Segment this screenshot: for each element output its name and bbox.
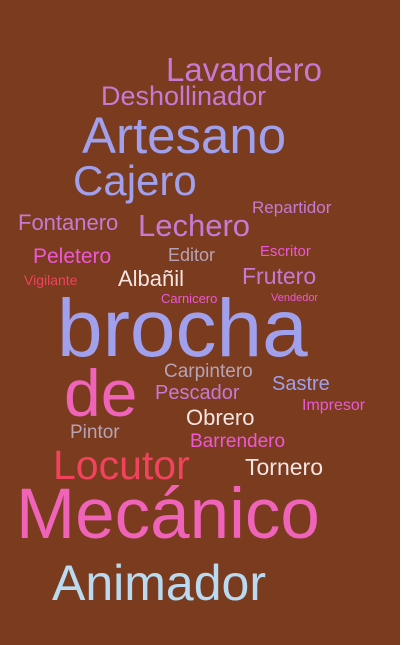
word-pescador: Pescador xyxy=(155,382,240,404)
word-sastre: Sastre xyxy=(272,373,330,395)
word-albanil: Albañil xyxy=(118,266,185,291)
word-cajero: Cajero xyxy=(73,157,197,204)
word-fontanero: Fontanero xyxy=(18,210,119,235)
word-obrero: Obrero xyxy=(186,405,255,430)
word-peletero: Peletero xyxy=(33,245,112,268)
word-barrendero: Barrendero xyxy=(190,431,286,452)
word-mecanico: Mecánico xyxy=(16,475,320,554)
word-carpintero: Carpintero xyxy=(164,361,253,382)
word-tornero: Tornero xyxy=(245,454,323,480)
word-brocha: brocha xyxy=(57,283,308,374)
word-carnicero: Carnicero xyxy=(161,291,218,306)
word-vendedor: Vendedor xyxy=(271,292,319,304)
word-repartidor: Repartidor xyxy=(252,198,332,217)
word-deshollinador: Deshollinador xyxy=(101,81,267,111)
word-pintor: Pintor xyxy=(70,422,120,443)
word-de: de xyxy=(64,356,138,430)
word-artesano: Artesano xyxy=(82,107,287,164)
word-lechero: Lechero xyxy=(138,208,251,243)
word-animador: Animador xyxy=(52,555,266,611)
word-editor: Editor xyxy=(168,245,216,265)
word-escritor: Escritor xyxy=(260,243,311,260)
word-locutor: Locutor xyxy=(53,442,190,488)
word-impresor: Impresor xyxy=(302,397,366,414)
word-vigilante: Vigilante xyxy=(24,272,78,288)
word-frutero: Frutero xyxy=(242,263,317,289)
word-lavandero: Lavandero xyxy=(166,51,322,88)
